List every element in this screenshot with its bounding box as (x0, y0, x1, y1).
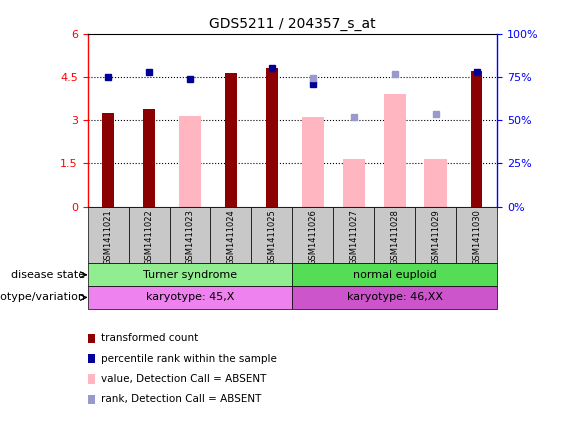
Bar (129, 207, 170, 264)
Text: GSM1411029: GSM1411029 (431, 209, 440, 265)
Bar (374, 207, 415, 264)
Text: Turner syndrome: Turner syndrome (143, 270, 237, 280)
Bar (225, 73, 237, 207)
Bar (293, 264, 497, 286)
Bar (251, 207, 293, 264)
Bar (302, 117, 324, 207)
Bar (333, 207, 374, 264)
Bar (179, 116, 201, 207)
Bar (266, 68, 277, 207)
Text: GSM1411030: GSM1411030 (472, 209, 481, 265)
Bar (293, 286, 497, 309)
Text: GSM1411021: GSM1411021 (103, 209, 112, 265)
Text: GSM1411023: GSM1411023 (185, 209, 194, 265)
Text: GSM1411024: GSM1411024 (227, 209, 236, 265)
Bar (144, 109, 155, 207)
Text: genotype/variation: genotype/variation (0, 292, 85, 302)
Text: GSM1411026: GSM1411026 (308, 209, 318, 265)
Text: GSM1411022: GSM1411022 (145, 209, 154, 265)
Bar (170, 207, 210, 264)
Bar (88, 207, 129, 264)
Bar (457, 207, 497, 264)
Text: percentile rank within the sample: percentile rank within the sample (101, 354, 276, 364)
Text: karyotype: 46,XX: karyotype: 46,XX (347, 292, 443, 302)
Text: normal euploid: normal euploid (353, 270, 437, 280)
Bar (424, 159, 447, 207)
Bar (88, 264, 293, 286)
Bar (471, 71, 483, 207)
Bar (293, 207, 333, 264)
Text: GSM1411025: GSM1411025 (267, 209, 276, 265)
Bar (102, 113, 114, 207)
Text: GSM1411028: GSM1411028 (390, 209, 399, 265)
Bar (384, 94, 406, 207)
Title: GDS5211 / 204357_s_at: GDS5211 / 204357_s_at (209, 17, 376, 31)
Bar (211, 207, 251, 264)
Text: value, Detection Call = ABSENT: value, Detection Call = ABSENT (101, 374, 266, 384)
Text: transformed count: transformed count (101, 333, 198, 343)
Bar (415, 207, 457, 264)
Text: rank, Detection Call = ABSENT: rank, Detection Call = ABSENT (101, 394, 261, 404)
Text: karyotype: 45,X: karyotype: 45,X (146, 292, 234, 302)
Bar (342, 159, 365, 207)
Bar (88, 286, 293, 309)
Text: GSM1411027: GSM1411027 (349, 209, 358, 265)
Text: disease state: disease state (11, 270, 85, 280)
